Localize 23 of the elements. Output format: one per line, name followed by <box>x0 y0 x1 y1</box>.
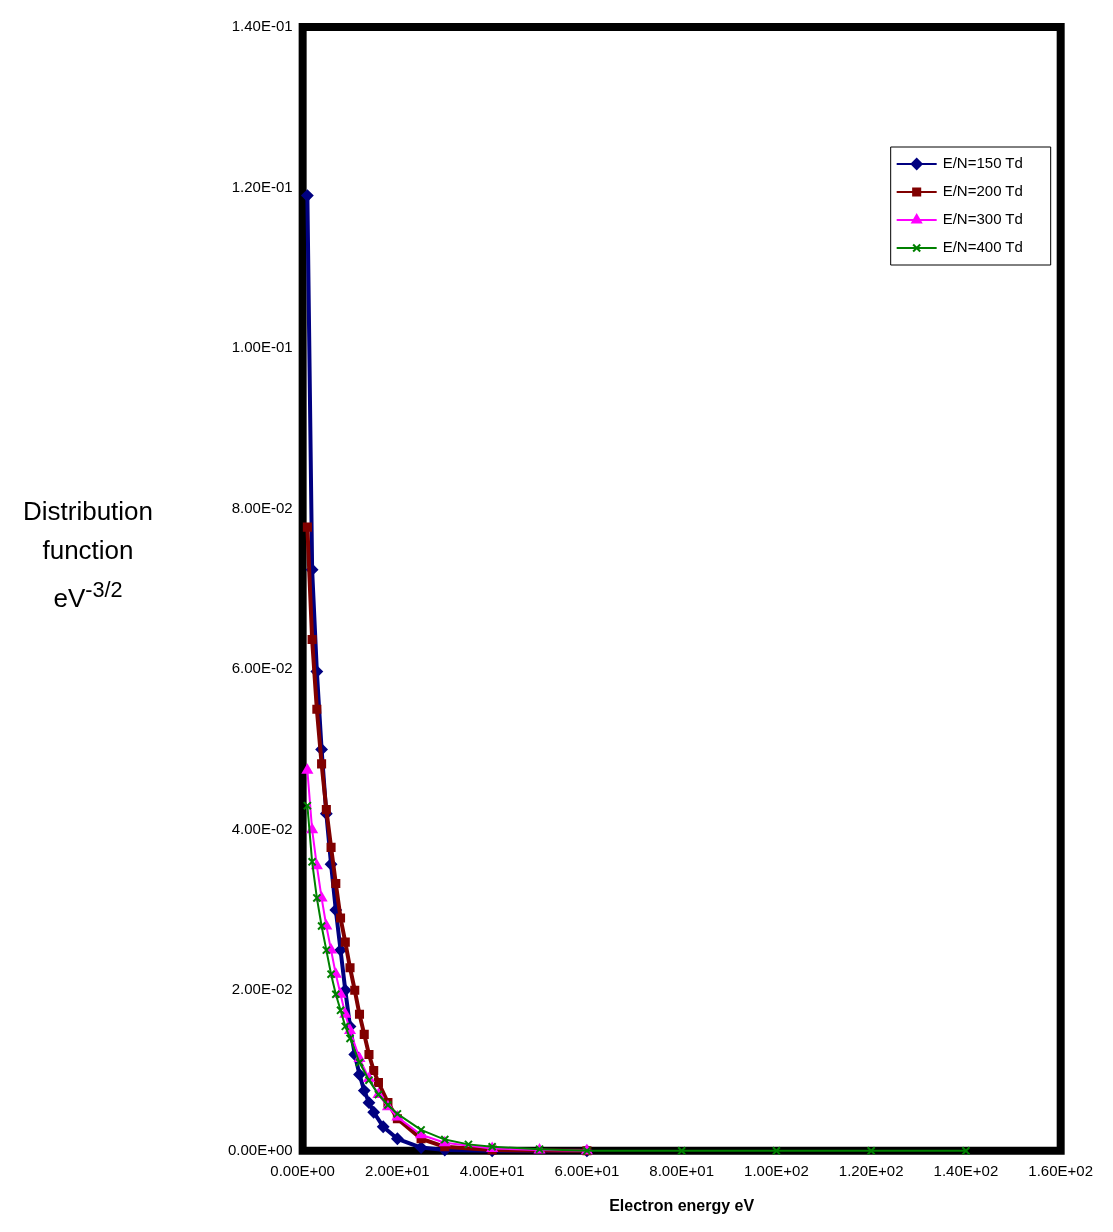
x-tick-label: 1.60E+02 <box>1028 1161 1094 1179</box>
y-tick-label: 0.00E+00 <box>227 1140 293 1158</box>
y-tick-label: 8.00E-02 <box>231 498 293 516</box>
x-axis-title: Electron energy eV <box>609 1196 755 1214</box>
y-tick-label: 1.00E-01 <box>231 338 293 356</box>
x-tick-label: 2.00E+01 <box>365 1161 430 1179</box>
y-tick-label: 2.00E-02 <box>231 980 293 998</box>
x-tick-label: 1.00E+02 <box>744 1161 809 1179</box>
y-tick-label: 6.00E-02 <box>231 659 293 677</box>
x-tick-label: 4.00E+01 <box>459 1161 525 1179</box>
y-axis-title: Distribution function eV$^{-3/2}$ <box>21 495 155 615</box>
x-tick-label: 1.20E+02 <box>838 1161 904 1179</box>
legend-label: E/N=300 Td <box>942 210 1023 228</box>
x-tick-label: 0.00E+00 <box>270 1161 335 1179</box>
x-tick-label: 8.00E+01 <box>649 1161 714 1179</box>
legend-label: E/N=400 Td <box>942 238 1023 256</box>
y-tick-label: 1.20E-01 <box>231 177 293 195</box>
legend-label: E/N=200 Td <box>942 182 1023 200</box>
x-tick-label: 6.00E+01 <box>554 1161 620 1179</box>
x-tick-label: 1.40E+02 <box>933 1161 999 1179</box>
legend-label: E/N=150 Td <box>942 154 1023 172</box>
y-tick-label: 4.00E-02 <box>231 819 293 837</box>
y-tick-label: 1.40E-01 <box>231 17 293 35</box>
